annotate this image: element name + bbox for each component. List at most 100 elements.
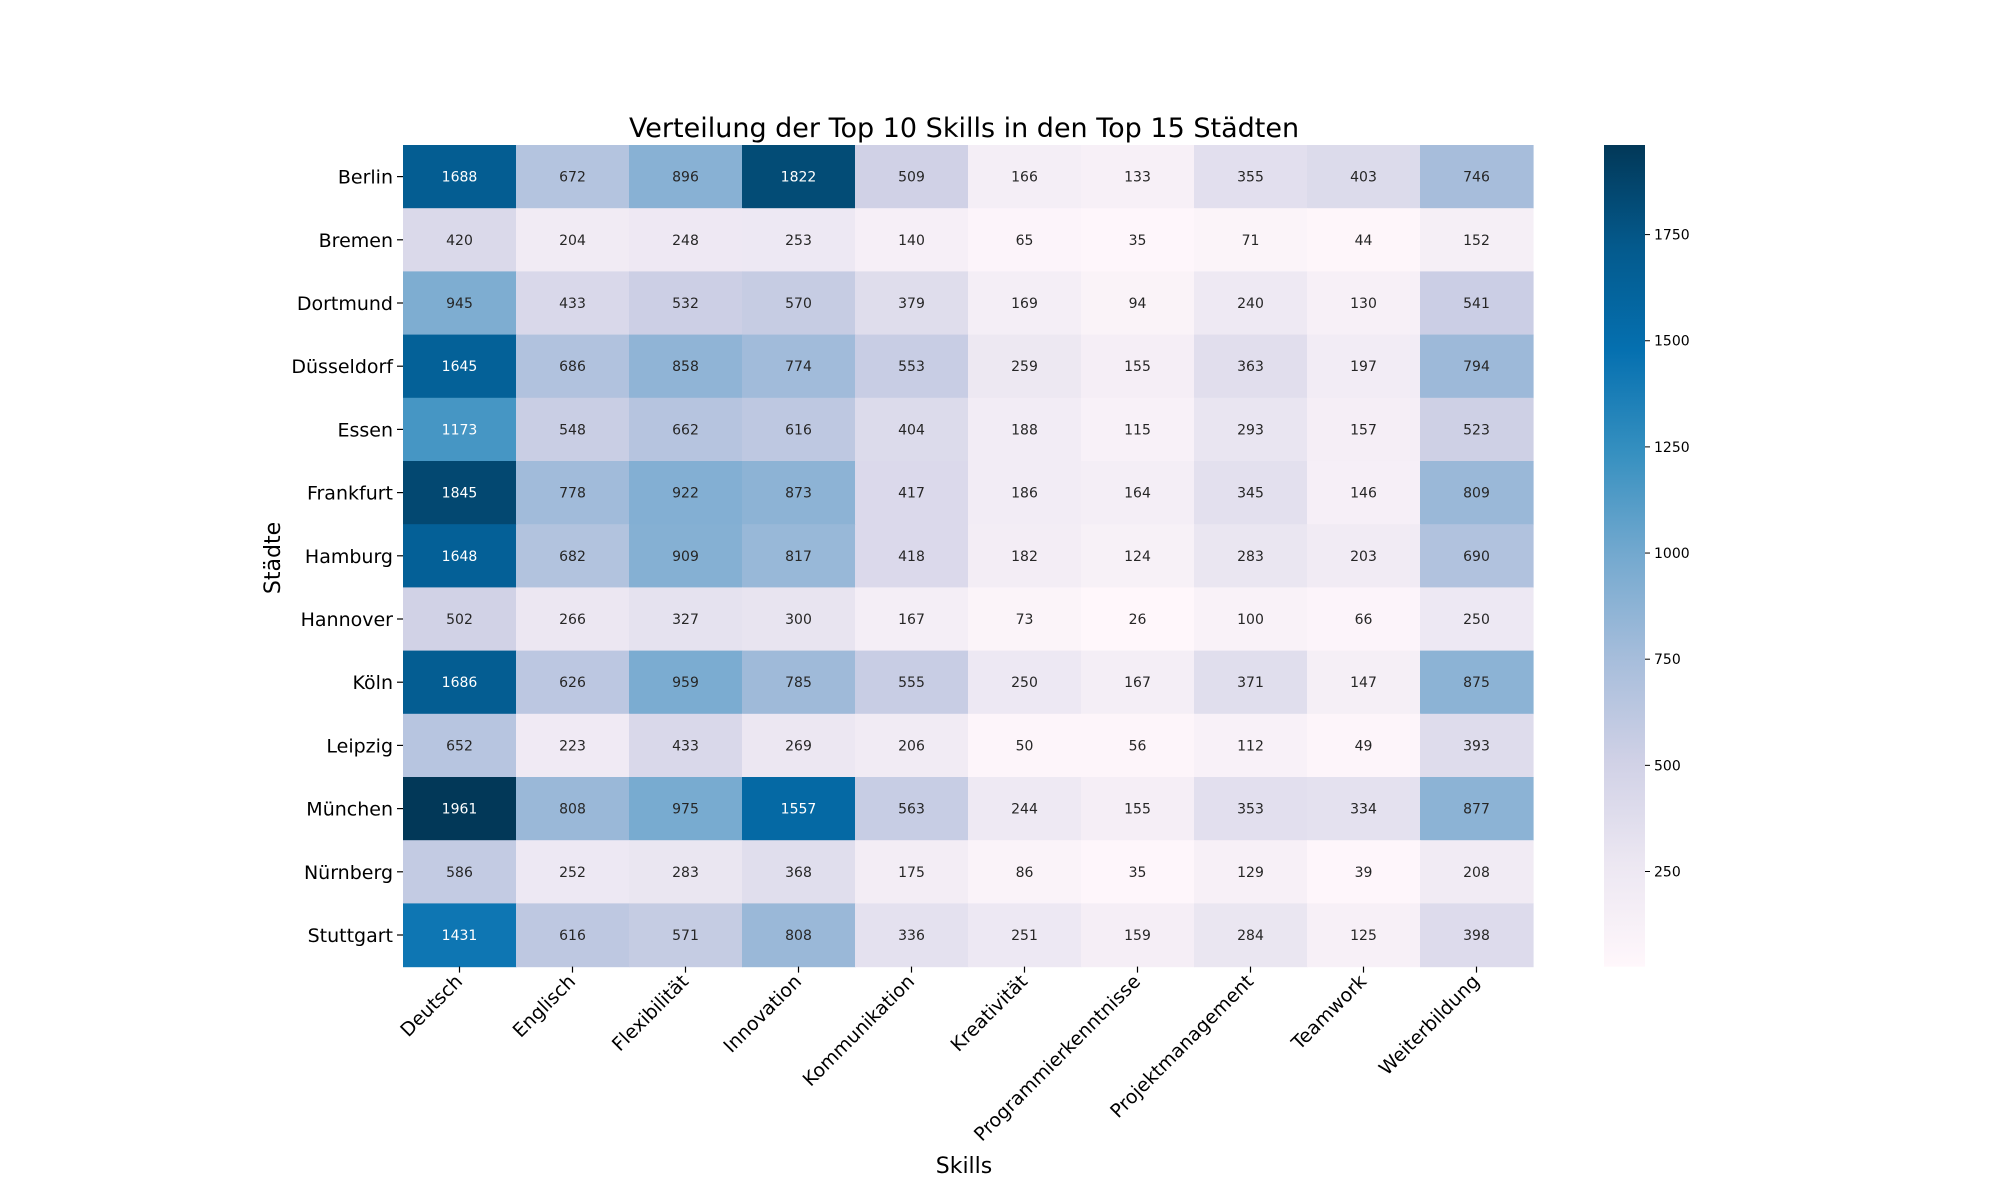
cell-value-label: 682	[559, 549, 586, 565]
cell-value-label: 571	[672, 928, 699, 944]
cell-value-label: 166	[1011, 170, 1038, 186]
cell-value-label: 922	[672, 486, 699, 502]
heatmap-cell	[1420, 208, 1534, 272]
heatmap-cell	[1420, 713, 1534, 778]
cell-value-label: 240	[1237, 296, 1264, 312]
heatmap-cell	[742, 903, 856, 968]
x-tick-label: Weiterbildung	[1375, 971, 1484, 1080]
cell-value-label: 626	[559, 675, 586, 691]
heatmap-cell	[742, 271, 856, 336]
y-tick-label: Stuttgart	[308, 925, 393, 947]
cell-value-label: 35	[1129, 233, 1147, 249]
cell-value-label: 404	[898, 422, 925, 438]
heatmap-cell	[403, 334, 517, 399]
heatmap-cell	[516, 777, 630, 841]
cell-value-label: 164	[1124, 486, 1151, 502]
heatmap-cell	[742, 840, 856, 904]
heatmap-cell	[1307, 145, 1421, 209]
cell-value-label: 283	[1237, 549, 1264, 565]
cell-value-label: 182	[1011, 549, 1038, 565]
heatmap-cell	[1307, 271, 1421, 336]
cell-value-label: 259	[1011, 359, 1038, 375]
cell-value-label: 206	[898, 738, 925, 754]
cell-value-label: 553	[898, 359, 925, 375]
cell-value-label: 203	[1350, 549, 1377, 565]
heatmap-cell	[403, 397, 517, 462]
x-tick-labels: Deutsch Englisch Flexibilität InnovationKom…	[396, 966, 1484, 1146]
heatmap-cell	[629, 903, 743, 968]
heatmap-cell	[629, 461, 743, 525]
heatmap-cell	[1420, 271, 1534, 336]
cell-value-label: 56	[1129, 738, 1147, 754]
cell-value-label: 300	[785, 612, 812, 628]
cell-value-label: 1961	[442, 802, 478, 818]
cell-value-label: 433	[672, 738, 699, 754]
x-tick-label: Teamwork	[1287, 971, 1371, 1055]
heatmap-cell	[1194, 777, 1308, 841]
heatmap-cell	[1420, 145, 1534, 209]
cell-value-label: 283	[672, 865, 699, 881]
heatmap-cell	[1194, 587, 1308, 652]
colorbar-tick-label: 1250	[1654, 440, 1690, 456]
colorbar-tick-label: 750	[1654, 652, 1681, 668]
heatmap-cell	[1420, 903, 1534, 968]
heatmap-cell	[629, 650, 743, 715]
cell-value-label: 1431	[442, 928, 478, 944]
heatmap-cell	[1307, 713, 1421, 778]
cell-value-label: 433	[559, 296, 586, 312]
cell-value-label: 39	[1355, 865, 1373, 881]
cell-value-label: 130	[1350, 296, 1377, 312]
cell-value-label: 115	[1124, 422, 1151, 438]
cell-value-label: 686	[559, 359, 586, 375]
cell-value-label: 169	[1011, 296, 1038, 312]
heatmap-cell	[1081, 777, 1195, 841]
heatmap-cell	[1307, 650, 1421, 715]
heatmap-cell	[855, 713, 969, 778]
heatmap-cell	[403, 271, 517, 336]
heatmap-cell	[516, 587, 630, 652]
heatmap-cell	[629, 524, 743, 588]
cell-value-label: 252	[559, 865, 586, 881]
heatmap-cell	[742, 145, 856, 209]
cell-value-label: 71	[1242, 233, 1260, 249]
cell-value-label: 65	[1016, 233, 1034, 249]
heatmap-cell	[968, 524, 1082, 588]
heatmap-cell	[968, 271, 1082, 336]
heatmap-cell	[516, 903, 630, 968]
y-tick-label: Bremen	[319, 230, 393, 252]
heatmap-cell	[1081, 271, 1195, 336]
cell-value-label: 125	[1350, 928, 1377, 944]
heatmap-cell	[403, 145, 517, 209]
cell-value-label: 345	[1237, 486, 1264, 502]
cell-value-label: 652	[446, 738, 473, 754]
cell-value-label: 146	[1350, 486, 1377, 502]
heatmap-cell	[403, 208, 517, 272]
heatmap-cell	[855, 397, 969, 462]
heatmap-cell	[403, 840, 517, 904]
heatmap-cell	[1081, 208, 1195, 272]
cell-value-label: 353	[1237, 802, 1264, 818]
cell-value-label: 959	[672, 675, 699, 691]
cell-value-label: 188	[1011, 422, 1038, 438]
heatmap-cell	[742, 461, 856, 525]
heatmap-cell	[968, 903, 1082, 968]
heatmap-cell	[968, 587, 1082, 652]
y-tick-label: Essen	[337, 419, 393, 441]
cell-value-label: 100	[1237, 612, 1264, 628]
heatmap-cell	[516, 145, 630, 209]
heatmap-cell	[1420, 524, 1534, 588]
heatmap-cell	[1194, 461, 1308, 525]
heatmap-cell	[516, 713, 630, 778]
heatmap-cell	[629, 271, 743, 336]
cell-value-label: 244	[1011, 802, 1038, 818]
heatmap-cell	[1081, 524, 1195, 588]
y-tick-label: Berlin	[338, 167, 393, 189]
heatmap-cell	[629, 145, 743, 209]
heatmap-cell	[629, 713, 743, 778]
heatmap-cell	[403, 587, 517, 652]
heatmap-cell	[1194, 145, 1308, 209]
cell-value-label: 746	[1463, 170, 1490, 186]
cell-value-label: 44	[1355, 233, 1373, 249]
cell-value-label: 1845	[442, 486, 478, 502]
cell-value-label: 251	[1011, 928, 1038, 944]
